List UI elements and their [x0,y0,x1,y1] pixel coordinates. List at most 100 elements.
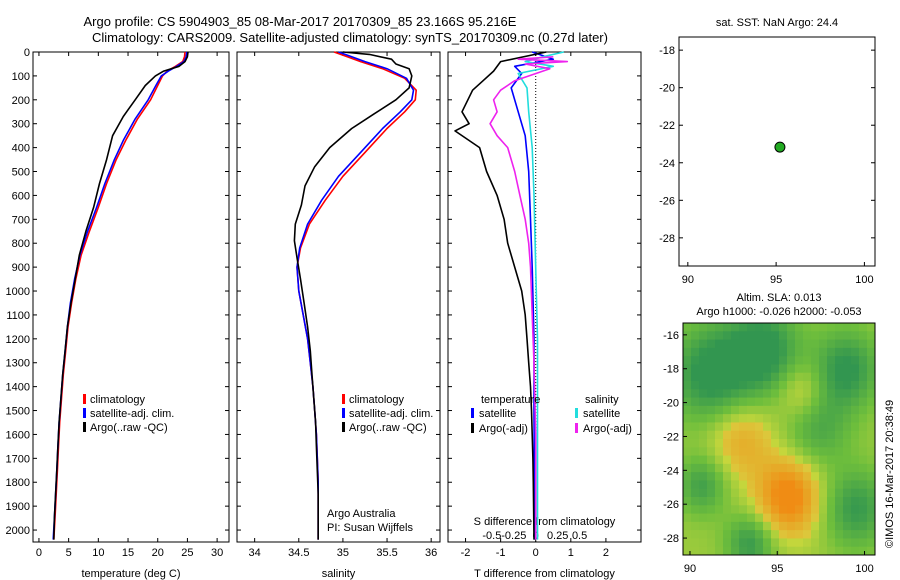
sla-field-cell [835,530,844,539]
x-tick-label: 25 [181,547,193,559]
sla-field-cell [779,347,788,357]
sla-field-cell [867,505,876,515]
sla-field-cell [683,339,692,349]
sla-field-cell [851,414,860,423]
sla-field-cell [851,472,860,481]
sla-field-cell [835,323,844,332]
sla-field-cell [723,364,732,374]
sla-field-cell [859,381,868,390]
panel-salinity: 34 34.5 35 35.5 36 salinity climatology satelli… [236,51,441,580]
sla-field-cell [699,339,708,349]
sla-field-cell [763,513,772,523]
sla-field-cell [835,331,844,341]
sla-field-cell [739,455,748,465]
sla-field-cell [683,513,692,523]
sla-field-cell [747,505,756,515]
sla-field-cell [795,381,804,390]
sla-field-cell [723,414,732,423]
sla-field-cell [851,521,860,531]
sla-field-cell [787,447,796,457]
sla-field-cell [755,430,764,440]
sla-field-cell [731,430,740,440]
sla-field-cell [699,347,708,357]
sla-field-cell [771,339,780,349]
sla-field-cell [747,372,756,382]
sla-field-cell [851,430,860,440]
sla-field-cell [747,422,756,432]
sla-field-cell [867,347,876,357]
sla-field-cell [723,513,732,523]
sla-field-cell [803,455,812,465]
sla-field-cell [851,405,860,415]
x-tick-label: 0 [36,547,42,559]
sla-field-cell [835,480,844,490]
sla-field-cell [747,521,756,531]
sla-field-cell [763,414,772,423]
sla-field-cell [739,472,748,481]
sla-field-cell [779,381,788,390]
sla-field-cell [763,439,772,448]
legend-swatch [342,422,345,432]
x-tick-label: 34.5 [288,547,309,559]
sla-field-cell [795,439,804,448]
sla-field-cell [795,546,804,556]
sla-field-cell [851,530,860,539]
sla-field-cell [779,364,788,374]
sla-field-cell [691,521,700,531]
sla-field-cell [771,472,780,481]
sla-field-cell [755,323,764,332]
sla-field-cell [699,381,708,390]
sla-field-cell [747,488,756,498]
sla-field-cell [819,323,828,332]
sla-field-cell [835,497,844,506]
sla-field-cell [779,430,788,440]
sla-field-cell [723,488,732,498]
sla-field-cell [803,414,812,423]
sla-field-cell [763,430,772,440]
sla-field-cell [707,488,716,498]
depth-tick-label: 1100 [6,310,30,322]
sla-field-cell [683,414,692,423]
sla-field-cell [747,397,756,407]
sla-field-cell [739,480,748,490]
sla-field-cell [683,439,692,448]
sla-field-cell [691,331,700,341]
sla-field-cell [787,505,796,515]
sla-field-cell [747,339,756,349]
sla-field-cell [763,339,772,349]
sla-field-cell [787,472,796,481]
sla-field-cell [867,480,876,490]
sla-field-cell [731,497,740,506]
sla-field-cell [763,331,772,341]
sla-field-cell [763,463,772,473]
sla-field-cell [683,356,692,365]
sla-field-cell [723,405,732,415]
sla-field-cell [787,389,796,399]
sla-field-cell [763,488,772,498]
sla-field-cell [787,405,796,415]
sla-field-cell [747,405,756,415]
sla-field-cell [811,364,820,374]
sla-field-cell [763,472,772,481]
sla-field-cell [691,389,700,399]
depth-tick-label: 1000 [6,286,30,298]
sla-field-cell [691,480,700,490]
sla-field-cell [859,422,868,432]
sla-field-cell [795,472,804,481]
depth-tick-label: 300 [12,119,30,131]
sla-field-cell [779,389,788,399]
sla-field-cell [867,513,876,523]
sla-field-cell [723,339,732,349]
sla-field-cell [803,488,812,498]
sla-field-cell [843,505,852,515]
sla-field-cell [699,364,708,374]
sla-field-cell [715,463,724,473]
sla-field-cell [819,505,828,515]
sla-field-cell [787,488,796,498]
sla-field-cell [723,439,732,448]
sla-field-cell [851,546,860,556]
sla-field-cell [803,480,812,490]
sla-field-cell [835,339,844,349]
sla-field-cell [739,430,748,440]
sla-field-cell [787,347,796,357]
